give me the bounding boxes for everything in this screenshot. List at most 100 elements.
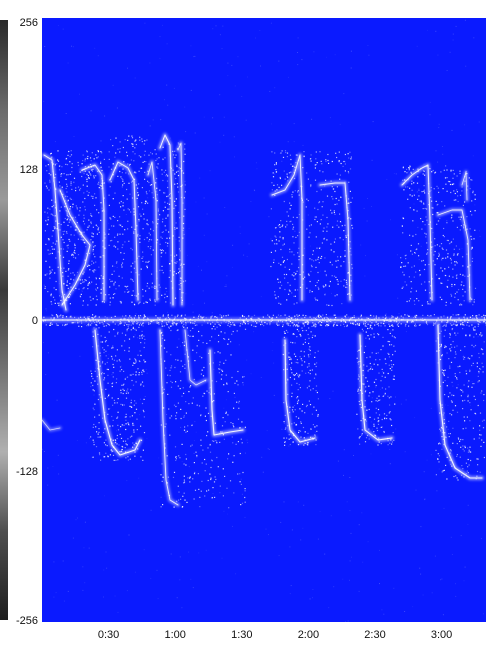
lower-band-4 [379, 359, 381, 361]
upper-band-4 [418, 189, 420, 191]
upper-band-3 [345, 281, 348, 283]
upper-band-2 [117, 148, 119, 150]
upper-band-3 [272, 176, 275, 178]
upper-band-1 [61, 166, 63, 168]
upper-band-3 [271, 151, 273, 153]
lower-band-1 [104, 421, 106, 423]
lower-band-4 [361, 328, 363, 330]
upper-band-2 [114, 246, 117, 248]
upper-band-4 [426, 301, 429, 303]
upper-band-3 [348, 217, 350, 219]
lower-band-1 [98, 320, 100, 322]
lower-band-4 [384, 358, 386, 360]
noise-speck [400, 403, 402, 405]
upper-band-3 [302, 271, 304, 273]
lower-band-4 [378, 395, 380, 397]
upper-band-2 [184, 280, 187, 282]
lower-band-5 [462, 391, 464, 393]
lower-band-2 [207, 479, 209, 482]
upper-band-3 [348, 293, 350, 295]
upper-band-1 [66, 250, 68, 252]
lower-band-1 [105, 444, 107, 446]
noise-speck [190, 578, 192, 580]
upper-band-1 [100, 151, 102, 153]
noise-speck [143, 549, 145, 551]
upper-band-1 [68, 268, 70, 270]
upper-band-1 [76, 208, 78, 210]
upper-band-1 [98, 266, 100, 268]
baseline-noise [205, 317, 207, 319]
lower-band-1 [105, 439, 107, 441]
baseline-noise [104, 316, 106, 318]
baseline-noise [232, 322, 234, 324]
upper-band-4 [409, 165, 411, 167]
lower-band-5 [454, 375, 456, 377]
noise-speck [103, 569, 105, 571]
lower-band-1 [121, 345, 123, 347]
noise-speck [212, 117, 214, 119]
upper-band-3 [349, 296, 351, 298]
baseline-noise [343, 320, 345, 322]
lower-band-1 [136, 443, 138, 445]
lower-band-3 [300, 358, 302, 360]
upper-band-1 [75, 187, 77, 189]
upper-band-2 [163, 192, 165, 194]
upper-band-2 [175, 177, 177, 180]
baseline-noise [318, 314, 320, 316]
baseline-noise [50, 322, 52, 324]
noise-speck [337, 460, 339, 462]
upper-band-2 [132, 180, 134, 182]
lower-band-4 [370, 334, 372, 336]
upper-band-2 [137, 194, 140, 196]
lower-band-2 [211, 497, 213, 499]
lower-band-3 [295, 424, 297, 426]
upper-band-2 [133, 232, 135, 234]
lower-band-2 [169, 369, 171, 371]
lower-band-2 [186, 501, 188, 503]
lower-band-4 [377, 408, 380, 411]
lower-band-4 [376, 427, 378, 429]
upper-band-1 [67, 287, 69, 289]
upper-band-3 [328, 162, 330, 164]
baseline-noise [404, 314, 406, 316]
upper-band-2 [108, 244, 110, 246]
noise-speck [67, 62, 69, 64]
baseline-noise [322, 314, 324, 316]
lower-band-4 [378, 372, 380, 374]
upper-band-3 [302, 284, 304, 286]
lower-band-1 [92, 389, 94, 391]
lower-band-5 [449, 459, 451, 461]
noise-speck [135, 313, 137, 315]
baseline-noise [276, 321, 278, 323]
baseline-noise [464, 319, 466, 321]
upper-band-4 [402, 167, 404, 169]
lower-band-3 [297, 326, 299, 328]
lower-band-4 [371, 352, 373, 354]
upper-band-2 [137, 235, 139, 237]
baseline-noise [291, 317, 293, 319]
baseline-noise [276, 323, 278, 325]
upper-band-3 [301, 264, 304, 266]
lower-band-1 [100, 459, 102, 461]
upper-band-4 [420, 218, 422, 220]
upper-band-1 [84, 160, 86, 162]
baseline-noise [350, 318, 352, 320]
noise-speck [156, 569, 158, 571]
lower-band-5 [441, 404, 443, 406]
noise-speck [169, 137, 171, 139]
lower-band-1 [141, 334, 143, 336]
lower-band-2 [226, 383, 228, 385]
upper-band-2 [116, 261, 118, 263]
upper-band-4 [430, 186, 432, 189]
upper-band-2 [140, 215, 142, 217]
upper-band-2 [120, 224, 122, 226]
baseline-noise [286, 323, 288, 325]
lower-band-1 [135, 361, 137, 363]
upper-band-1 [68, 238, 70, 241]
upper-band-2 [124, 241, 126, 243]
upper-band-2 [166, 195, 168, 198]
baseline-noise [69, 316, 71, 318]
upper-band-1 [102, 240, 104, 242]
lower-band-4 [373, 363, 375, 365]
noise-speck [349, 510, 351, 512]
